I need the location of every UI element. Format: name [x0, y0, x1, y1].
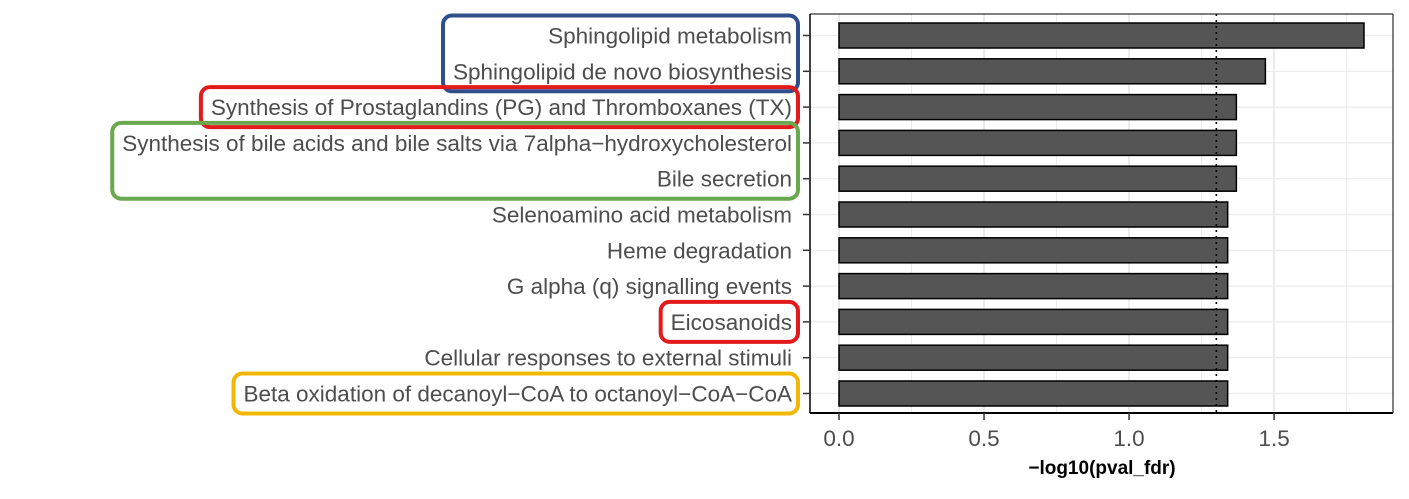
bar — [838, 237, 1229, 264]
category-label: G alpha (q) signalling events — [507, 274, 792, 299]
bar — [838, 58, 1267, 85]
category-label: Synthesis of Prostaglandins (PG) and Thr… — [211, 95, 792, 120]
bar — [838, 165, 1238, 192]
bar — [838, 380, 1229, 407]
bar — [838, 93, 1238, 121]
bars — [838, 22, 1365, 407]
category-label: Eicosanoids — [671, 310, 792, 335]
category-label: Cellular responses to external stimuli — [424, 346, 792, 371]
category-label: Heme degradation — [607, 238, 792, 263]
bar — [838, 272, 1229, 300]
highlight-box — [441, 13, 800, 94]
category-label: Sphingolipid de novo biosynthesis — [453, 59, 792, 84]
category-label: Sphingolipid metabolism — [548, 24, 792, 49]
x-tick-label: 1.0 — [1113, 426, 1144, 451]
category-labels: Sphingolipid metabolism Sphingolipid de n… — [122, 24, 792, 407]
category-label: Synthesis of bile acids and bile salts v… — [122, 131, 792, 156]
x-tick-label: 0.0 — [823, 426, 854, 451]
bar — [838, 308, 1229, 336]
bar — [838, 22, 1365, 49]
axes: 0.0 0.5 1.0 1.5 — [803, 13, 1394, 451]
highlight-box — [198, 85, 800, 130]
highlight-box — [110, 120, 800, 201]
bar — [838, 201, 1229, 228]
x-axis-title: −log10(pval_fdr) — [1028, 458, 1175, 479]
highlight-box — [658, 299, 800, 344]
highlight-box — [231, 371, 800, 416]
category-label: Beta oxidation of decanoyl−CoA to octano… — [244, 382, 793, 407]
bar — [838, 129, 1238, 157]
x-tick-label: 1.5 — [1258, 426, 1289, 451]
highlight-boxes — [110, 13, 800, 416]
bar — [838, 344, 1229, 371]
x-tick-label: 0.5 — [968, 426, 999, 451]
category-label: Selenoamino acid metabolism — [492, 203, 792, 228]
category-label: Bile secretion — [657, 167, 792, 192]
